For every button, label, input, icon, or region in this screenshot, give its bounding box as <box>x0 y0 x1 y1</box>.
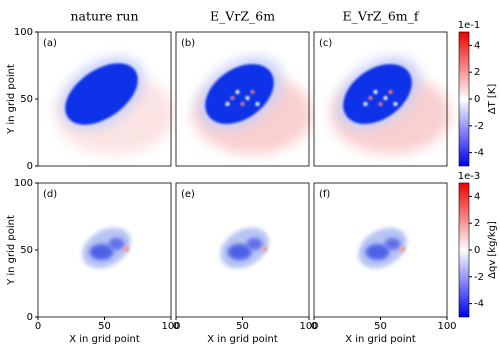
panel-frame <box>175 31 310 167</box>
panel-label: (e) <box>181 189 195 200</box>
colorbar-offset: 1e-3 <box>458 171 481 182</box>
noise <box>230 96 235 100</box>
moist-plus <box>399 246 406 252</box>
panel: (f) 0 50 100 X in grid point 1e-3 -4 -2 0 2 4 Δqv [… <box>311 171 498 345</box>
y-tick-label: 100 <box>14 178 33 189</box>
noise <box>235 90 240 94</box>
moist-core <box>89 244 114 260</box>
x-tick-label: 0 <box>173 321 179 332</box>
noise <box>225 102 230 106</box>
colorbar <box>458 182 470 318</box>
x-tick-label: 100 <box>299 321 318 332</box>
panel-label: (c) <box>319 38 332 49</box>
colorbar-tick-label: 4 <box>474 40 480 51</box>
y-tick-label: 100 <box>14 27 33 38</box>
y-tick-label: 0 <box>27 161 33 172</box>
noise <box>240 102 245 106</box>
noise <box>388 90 393 94</box>
y-axis-label: Y in grid point <box>6 64 17 135</box>
colorbar-tick-label: 0 <box>474 245 480 256</box>
x-tick-label: 0 <box>35 321 41 332</box>
noise <box>373 90 378 94</box>
noise <box>378 102 383 106</box>
colorbar-tick-label: 0 <box>474 94 480 105</box>
panel-title: nature run <box>71 9 139 24</box>
x-tick-label: 100 <box>437 321 456 332</box>
y-tick-label: 0 <box>27 312 33 323</box>
x-axis-label: X in grid point <box>207 334 278 345</box>
panel: (e) 0 50 100 X in grid point <box>173 182 319 345</box>
y-tick-label: 50 <box>20 94 33 105</box>
panel-label: (d) <box>43 189 57 200</box>
noise <box>393 102 398 106</box>
noise <box>363 102 368 106</box>
moist-core <box>108 238 125 250</box>
panel-title: E_VrZ_6m_f <box>343 9 420 24</box>
panel: E_VrZ_6m (b) <box>175 9 313 167</box>
noise <box>250 90 255 94</box>
x-tick-label: 0 <box>311 321 317 332</box>
noise <box>255 102 260 106</box>
colorbar-tick-label: 2 <box>474 67 480 78</box>
colorbar-tick-label: -4 <box>474 299 484 310</box>
cold-core <box>205 64 274 124</box>
colorbar-tick-label: -4 <box>474 148 484 159</box>
moist-core <box>227 244 252 260</box>
noise <box>245 96 250 100</box>
noise <box>368 96 373 100</box>
cold-core <box>65 63 138 125</box>
panel-frame <box>313 31 448 167</box>
colorbar-offset: 1e-1 <box>458 20 481 31</box>
panel-label: (b) <box>181 38 195 49</box>
moist-core <box>246 238 263 250</box>
x-tick-label: 100 <box>161 321 180 332</box>
y-axis-label: Y in grid point <box>6 215 17 286</box>
colorbar-tick-label: -2 <box>474 272 484 283</box>
colorbar-label: ΔT [K] <box>487 84 498 115</box>
x-tick-label: 50 <box>98 321 111 332</box>
x-tick-label: 50 <box>236 321 249 332</box>
panel: E_VrZ_6m_f (c) 1e-1 -4 -2 0 2 4 ΔT [K] <box>313 9 498 167</box>
moist-plus <box>261 246 268 252</box>
moist-plus <box>123 246 130 252</box>
x-tick-label: 50 <box>374 321 387 332</box>
x-axis-label: X in grid point <box>345 334 416 345</box>
colorbar-label: Δqv [kg/kg] <box>487 221 498 279</box>
panel: nature run (a) 0 50 100 Y in grid point <box>6 9 175 172</box>
panel-title: E_VrZ_6m <box>210 9 275 24</box>
x-axis-label: X in grid point <box>69 334 140 345</box>
cold-core <box>343 64 412 124</box>
colorbar-tick-label: -2 <box>474 121 484 132</box>
colorbar-tick-label: 2 <box>474 218 480 229</box>
panel-label: (f) <box>319 189 330 200</box>
y-tick-label: 50 <box>20 245 33 256</box>
moist-core <box>365 244 390 260</box>
panel-label: (a) <box>43 38 57 49</box>
colorbar <box>458 31 470 167</box>
colorbar-tick-label: 4 <box>474 191 480 202</box>
noise <box>383 96 388 100</box>
moist-core <box>384 238 401 250</box>
